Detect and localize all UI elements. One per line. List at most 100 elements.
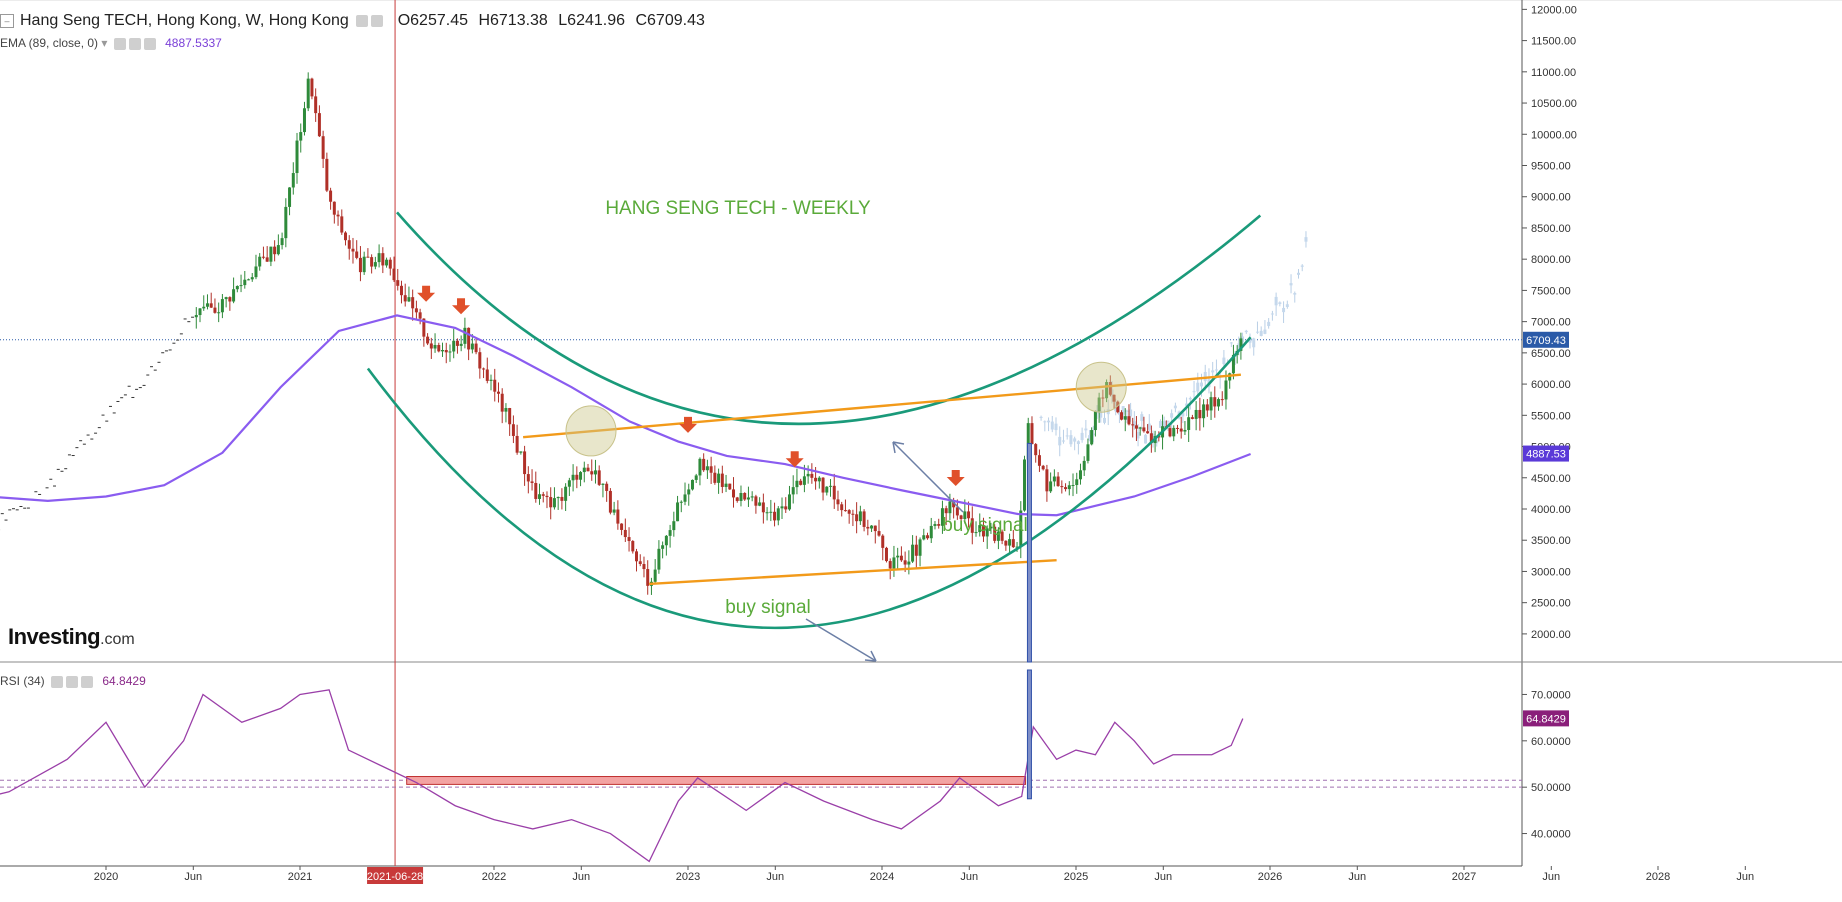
candle-body: [1116, 401, 1120, 413]
projection-candle: [1158, 421, 1162, 428]
candle-body: [728, 483, 732, 490]
candle-body: [1093, 411, 1097, 431]
candle-body: [1049, 481, 1053, 492]
support-trendline[interactable]: [649, 559, 1057, 586]
candle-body: [922, 535, 926, 540]
projection-candle: [1110, 389, 1114, 397]
candle-body: [575, 474, 579, 480]
candle-body: [1052, 476, 1056, 482]
candle-body: [392, 268, 396, 281]
candle-body: [758, 502, 762, 506]
candle-body: [787, 494, 791, 510]
candle-body: [1067, 485, 1071, 490]
candle-body: [228, 297, 232, 302]
candle-body: [847, 510, 851, 514]
candle-body: [399, 285, 403, 296]
candle-body: [526, 474, 530, 482]
candle-body: [202, 306, 206, 309]
time-tick-label: 2026: [1258, 871, 1282, 883]
candle-body: [840, 504, 844, 511]
highlight-circle[interactable]: [1075, 361, 1127, 413]
candle-body: [858, 511, 862, 522]
candle-body: [344, 232, 348, 241]
candle-body: [597, 470, 601, 485]
candle-body: [993, 526, 997, 541]
settings-icon[interactable]: [371, 14, 384, 27]
projection-candle: [1229, 342, 1233, 344]
candle-body: [664, 535, 668, 546]
price-tick-label: 2500.00: [1531, 598, 1571, 610]
channel-upper-curve[interactable]: [396, 211, 1262, 426]
candle-body: [1168, 428, 1172, 437]
candle-body: [332, 201, 336, 215]
candle-body: [1101, 397, 1105, 399]
candle-body: [829, 485, 833, 487]
candle-body: [388, 259, 392, 269]
price-tick-label: 9000.00: [1531, 192, 1571, 204]
sell-arrow-marker: [785, 451, 804, 468]
candle-body: [963, 511, 967, 520]
sell-arrow-marker: [679, 416, 697, 433]
buy-signal-arrow: [892, 441, 964, 513]
candle-body: [437, 345, 441, 352]
candle-body: [612, 509, 616, 513]
candle-body: [855, 514, 859, 522]
candle-body: [1041, 465, 1045, 470]
candle-body: [291, 173, 295, 188]
dropdown-icon[interactable]: ▾: [101, 36, 108, 50]
projection-candle: [1252, 338, 1256, 348]
rsi-close-icon[interactable]: [81, 675, 94, 688]
ema-settings-icon[interactable]: [128, 37, 141, 50]
resistance-trendline[interactable]: [522, 373, 1242, 439]
candle-body: [1142, 427, 1146, 432]
candle-body: [929, 525, 933, 539]
candle-body: [690, 479, 694, 490]
candle-body: [1045, 469, 1049, 492]
ema-visibility-icon[interactable]: [113, 37, 126, 50]
price-tick-label: 6500.00: [1531, 348, 1571, 360]
candle-body: [329, 190, 333, 202]
visibility-toggle-icon[interactable]: [356, 14, 369, 27]
collapse-icon[interactable]: –: [0, 13, 14, 28]
price-tick-label: 12000.00: [1531, 4, 1577, 16]
rsi-line: [0, 689, 1244, 863]
price-tick-label: 5500.00: [1531, 410, 1571, 422]
highlight-circle[interactable]: [565, 405, 617, 457]
candle-body: [1239, 338, 1243, 351]
candle-body: [586, 467, 590, 472]
candle-body: [832, 485, 836, 500]
projection-candle: [1155, 440, 1159, 444]
projection-candle: [1244, 330, 1248, 333]
candle-body: [280, 238, 284, 246]
candle-body: [638, 561, 642, 565]
candle-body: [217, 312, 221, 314]
projection-candle: [1170, 413, 1174, 418]
candle-body: [687, 489, 691, 495]
candle-body: [377, 253, 381, 263]
candle-body: [560, 496, 564, 501]
candle-body: [1179, 428, 1183, 432]
projection-candle: [1300, 265, 1304, 267]
candle-body: [780, 506, 784, 509]
candle-body: [717, 473, 721, 483]
candle-body: [713, 472, 717, 483]
candle-body: [881, 535, 885, 548]
candle-body: [926, 535, 930, 539]
projection-candle: [1267, 321, 1271, 327]
rsi-visibility-icon[interactable]: [51, 675, 64, 688]
projection-candle: [1255, 331, 1259, 333]
candle-body: [903, 560, 907, 565]
channel-lower-curve[interactable]: [366, 336, 1252, 629]
ohlc-low: L6241.96: [558, 12, 626, 29]
ema-close-icon[interactable]: [143, 37, 156, 50]
candle-body: [705, 466, 709, 471]
candle-body: [765, 512, 769, 514]
candle-body: [1202, 404, 1206, 419]
rsi-settings-icon[interactable]: [66, 675, 79, 688]
projection-candle: [1188, 397, 1192, 400]
projection-candle: [1166, 420, 1170, 423]
candle-body: [314, 96, 318, 114]
ema-price-tag-bg: [1523, 445, 1569, 462]
candle-body: [310, 78, 314, 97]
